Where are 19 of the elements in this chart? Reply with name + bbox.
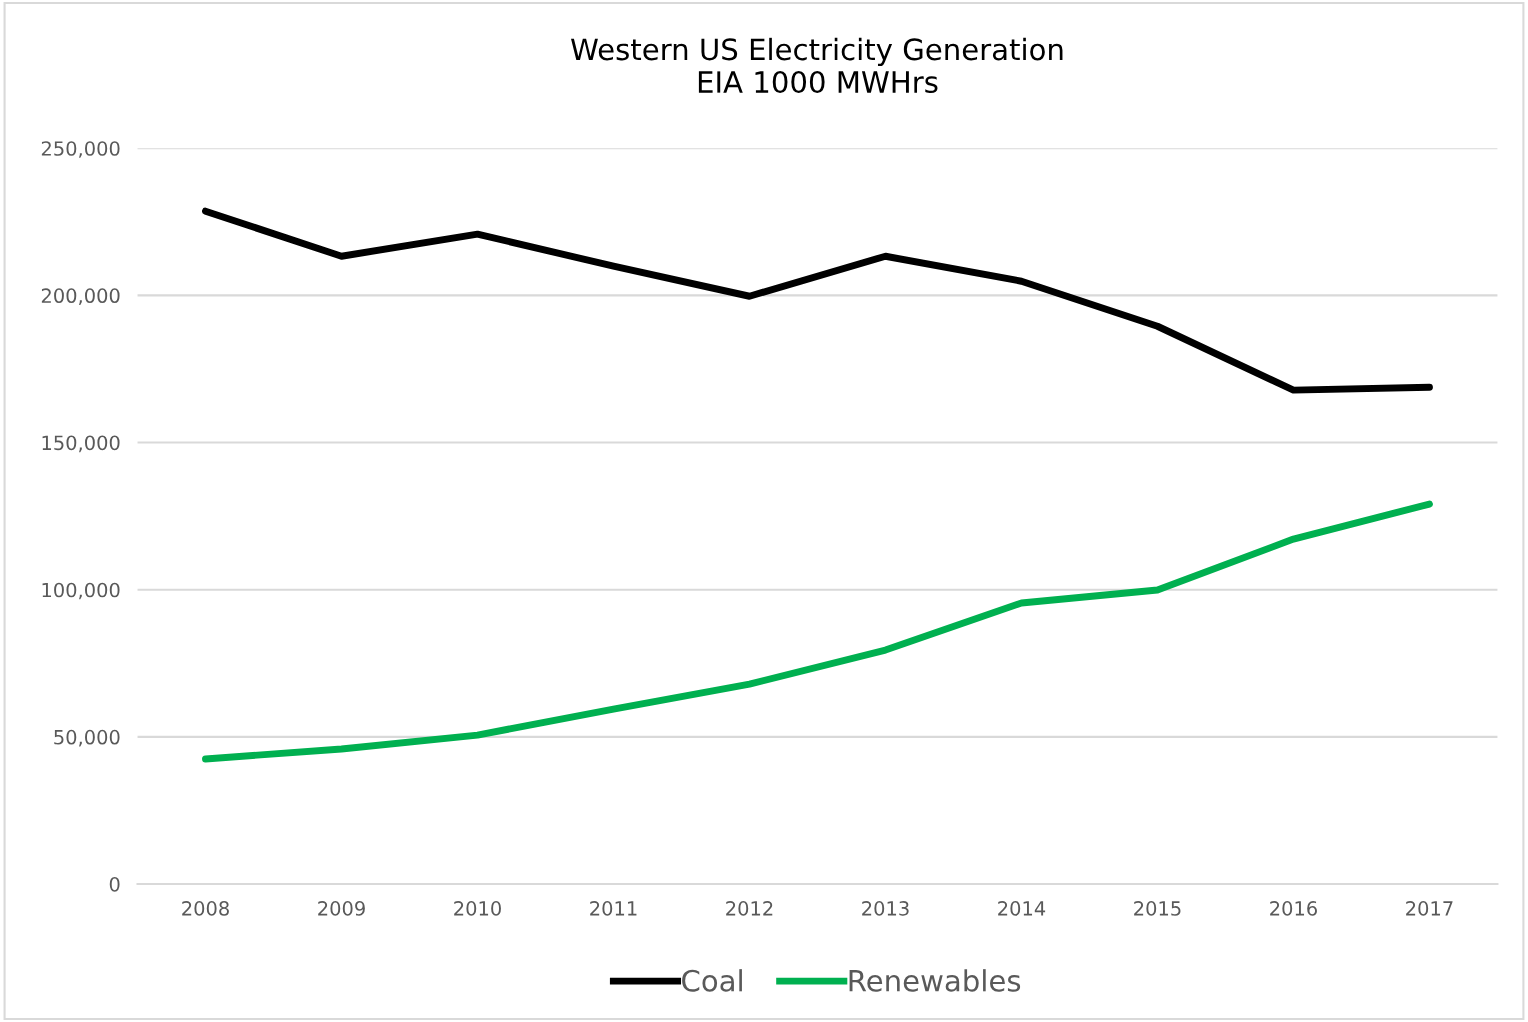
legend-label: Renewables [849,969,1021,992]
x-tick-label: 2013 [862,901,909,916]
x-tick-label: 2008 [182,901,229,916]
y-tick-label: 150,000 [42,435,120,453]
y-tick-label: 100,000 [42,582,120,600]
x-tick-label: 2017 [1406,901,1453,916]
y-tick-label: 0 [109,876,120,892]
x-tick-label: 2015 [1134,901,1181,916]
chart-title: Western US Electricity Generation EIA 1000 MWHrs [571,37,1063,94]
y-tick-label: 250,000 [41,141,120,158]
legend-label: Coal [682,969,742,992]
y-tick-label: 50,000 [54,729,120,747]
x-tick-label: 2011 [590,901,637,916]
x-tick-label: 2010 [454,901,501,916]
x-tick-label: 2009 [318,901,365,916]
x-tick-label: 2014 [998,901,1046,916]
x-tick-label: 2016 [1270,901,1317,916]
y-tick-label: 200,000 [41,288,120,306]
x-tick-label: 2012 [726,901,773,916]
